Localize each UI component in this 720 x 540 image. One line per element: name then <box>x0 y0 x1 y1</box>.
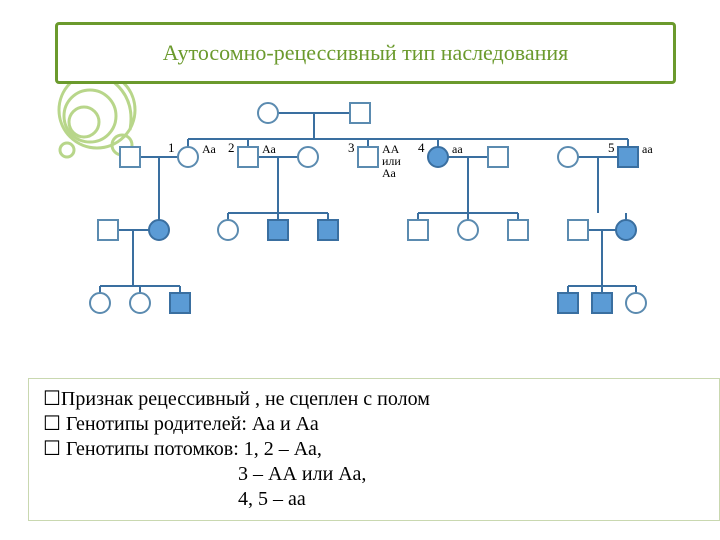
title-box: Аутосомно-рецессивный тип наследования <box>55 22 676 84</box>
svg-text:2: 2 <box>228 140 235 155</box>
svg-text:Аа: Аа <box>202 142 217 156</box>
conclusion-line: 3 – АА или Аа, <box>43 462 705 487</box>
conclusion-line: ☐ Генотипы потомков: 1, 2 – Аа, <box>43 437 705 462</box>
svg-text:Аа: Аа <box>382 166 397 180</box>
conclusion-line: ☐ Генотипы родителей: Аа и Аа <box>43 412 705 437</box>
svg-text:4: 4 <box>418 140 425 155</box>
svg-text:аа: аа <box>452 142 463 156</box>
svg-text:аа: аа <box>642 142 653 156</box>
conclusion-line: 4, 5 – аа <box>43 487 705 512</box>
svg-text:3: 3 <box>348 140 355 155</box>
svg-text:Аа: Аа <box>262 142 277 156</box>
conclusions-box: ☐Признак рецессивный , не сцеплен с поло… <box>28 378 720 521</box>
svg-text:5: 5 <box>608 140 615 155</box>
conclusion-line: ☐Признак рецессивный , не сцеплен с поло… <box>43 387 705 412</box>
pedigree-diagram: АаАа1Аа2Аа3ААилиАа4аа5аа <box>70 95 680 355</box>
title-text: Аутосомно-рецессивный тип наследования <box>163 40 569 66</box>
svg-text:1: 1 <box>168 140 175 155</box>
